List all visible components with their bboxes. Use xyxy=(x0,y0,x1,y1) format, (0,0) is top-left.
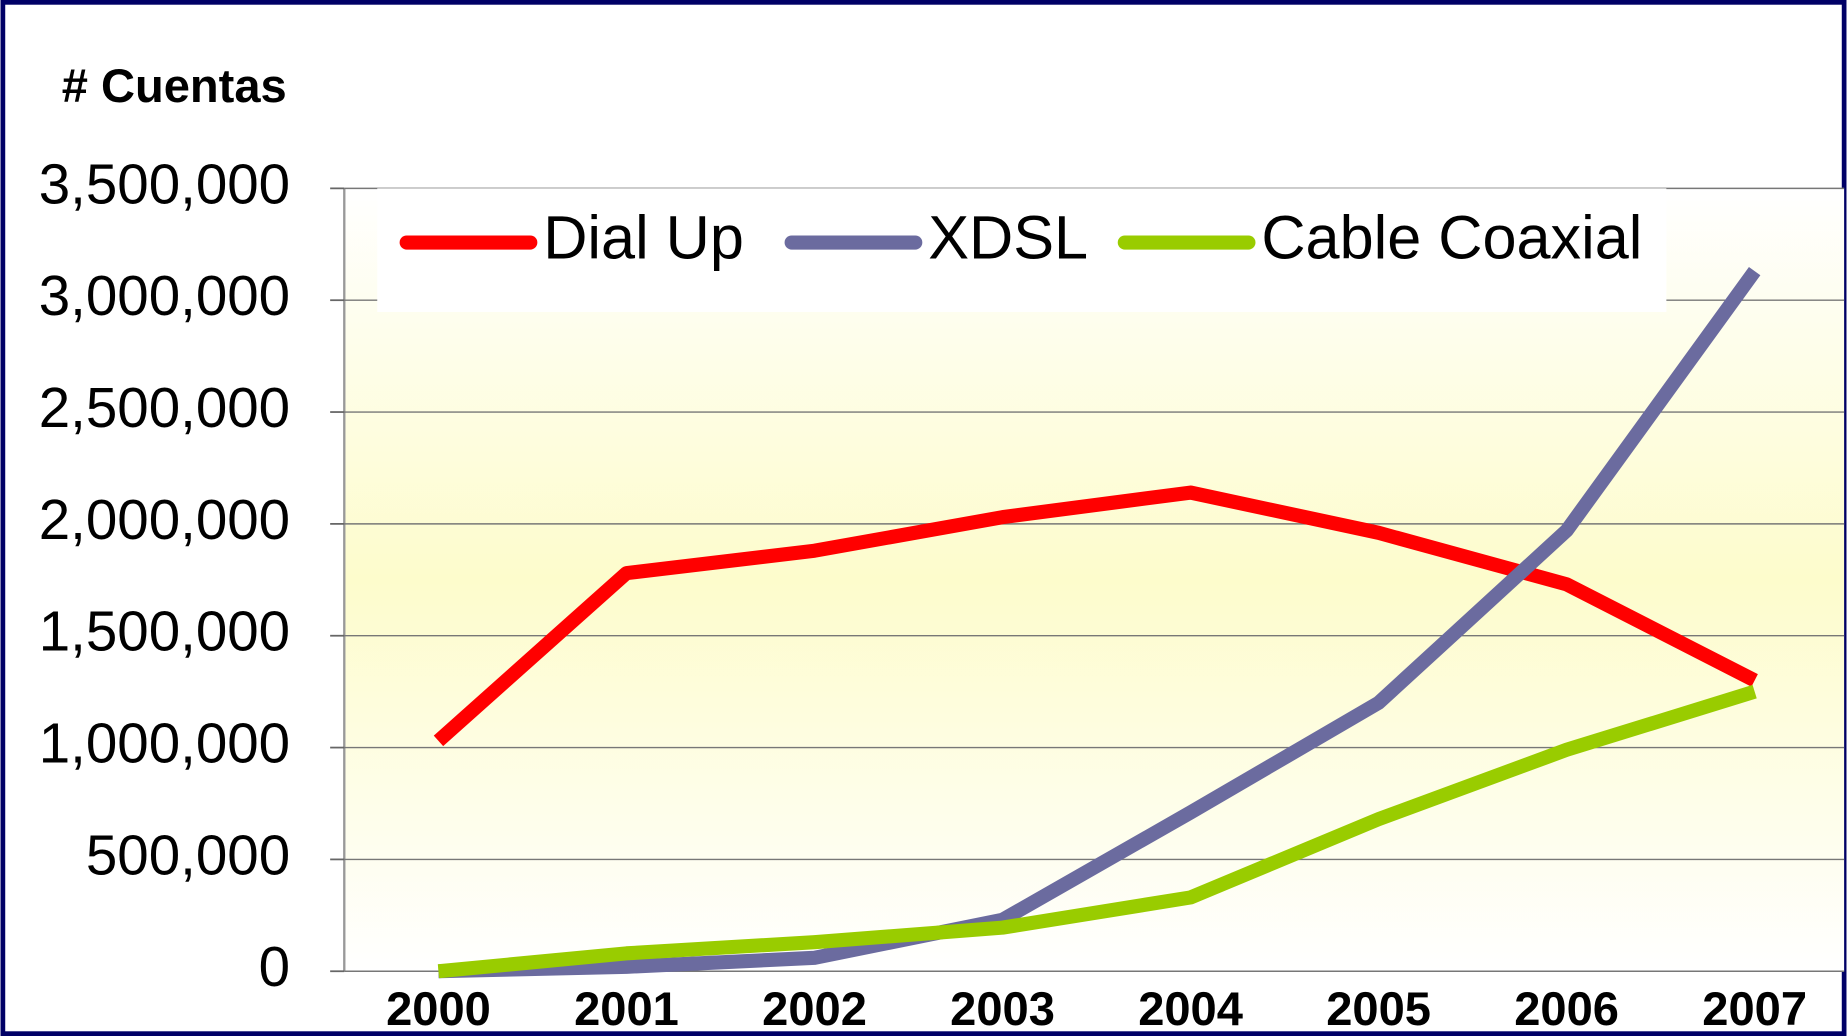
legend-label: Cable Coaxial xyxy=(1261,204,1642,272)
y-tick-label: 2,000,000 xyxy=(39,488,290,551)
x-tick-label: 2003 xyxy=(950,982,1055,1035)
x-tick-label: 2001 xyxy=(574,982,679,1035)
legend-label: XDSL xyxy=(928,204,1088,272)
series-line xyxy=(438,266,1761,979)
y-tick-label: 2,500,000 xyxy=(39,376,290,439)
x-tick-label: 2005 xyxy=(1326,982,1431,1035)
y-tick-label: 1,000,000 xyxy=(39,711,290,774)
x-tick-label: 2000 xyxy=(386,982,491,1035)
series-line xyxy=(437,684,1757,979)
y-tick-label: 500,000 xyxy=(86,823,290,886)
x-tick-label: 2004 xyxy=(1138,982,1243,1035)
x-tick-label: 2007 xyxy=(1702,982,1807,1035)
x-tick-label: 2006 xyxy=(1514,982,1619,1035)
legend-box xyxy=(377,188,1667,312)
lines xyxy=(433,266,1761,979)
x-tick-label: 2002 xyxy=(762,982,867,1035)
legend: Dial Up XDSL Cable Coaxial xyxy=(399,204,1642,272)
y-tick-label: 3,500,000 xyxy=(39,152,290,215)
y-tick-label: 1,500,000 xyxy=(39,600,290,663)
legend-label: Dial Up xyxy=(543,204,744,272)
plot-area xyxy=(344,188,1845,972)
series-line xyxy=(433,485,1758,747)
y-tick-label: 3,000,000 xyxy=(39,264,290,327)
y-tick-label: 0 xyxy=(259,935,290,998)
y-axis-label: # Cuentas xyxy=(62,59,287,112)
labels: 0 500,000 1,000,000 1,500,000 2,000,000 2,500… xyxy=(39,152,1807,1035)
